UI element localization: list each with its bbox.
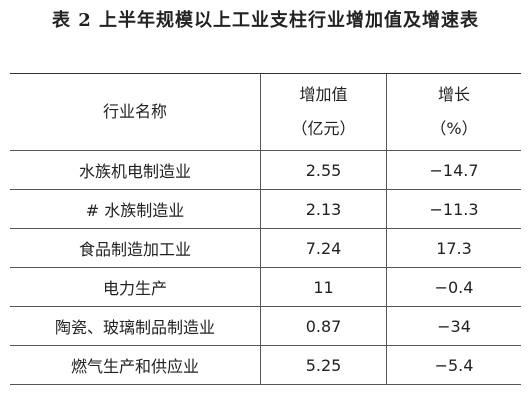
table-row: 水族机电制造业 2.55 −14.7 [10, 150, 521, 190]
table-row: # 水族制造业 2.13 −11.3 [10, 189, 521, 229]
table-cell: 水族机电制造业 [10, 150, 261, 190]
header-cell: 增长 （%） [386, 73, 521, 151]
header-line: 增加值 [299, 85, 348, 104]
table-cell: 2.13 [260, 189, 387, 229]
table-cell: −34 [386, 306, 521, 346]
table-row: 食品制造加工业 7.24 17.3 [10, 228, 521, 268]
table-cell: 17.3 [386, 228, 521, 268]
table-cell: 食品制造加工业 [10, 228, 261, 268]
table-cell: 7.24 [260, 228, 387, 268]
table-cell: 燃气生产和供应业 [10, 345, 261, 385]
table-cell: −14.7 [386, 150, 521, 190]
table-cell: # 水族制造业 [10, 189, 261, 229]
table-cell: −11.3 [386, 189, 521, 229]
header-line: （%） [430, 119, 478, 138]
header-row: 行业名称 增加值 （亿元） 增长 （%） [10, 73, 521, 151]
table-cell: 陶瓷、玻璃制品制造业 [10, 306, 261, 346]
table-row: 电力生产 11 −0.4 [10, 267, 521, 307]
table-row: 陶瓷、玻璃制品制造业 0.87 −34 [10, 306, 521, 346]
table-cell: −5.4 [386, 345, 521, 385]
table-cell: 0.87 [260, 306, 387, 346]
table-cell: −0.4 [386, 267, 521, 307]
header-line: （亿元） [291, 119, 356, 138]
header-cell: 增加值 （亿元） [260, 73, 387, 151]
data-table: 行业名称 增加值 （亿元） 增长 （%） 水族机电制造业 2.55 −14.7 # 水族制… [10, 73, 521, 385]
header-cell: 行业名称 [10, 73, 261, 151]
table-row: 燃气生产和供应业 5.25 −5.4 [10, 345, 521, 385]
table-cell: 电力生产 [10, 267, 261, 307]
table-cell: 11 [260, 267, 387, 307]
table-cell: 2.55 [260, 150, 387, 190]
table-cell: 5.25 [260, 345, 387, 385]
title: 表 2 上半年规模以上工业支柱行业增加值及增速表 [51, 10, 480, 31]
header-line: 增长 [437, 85, 470, 104]
